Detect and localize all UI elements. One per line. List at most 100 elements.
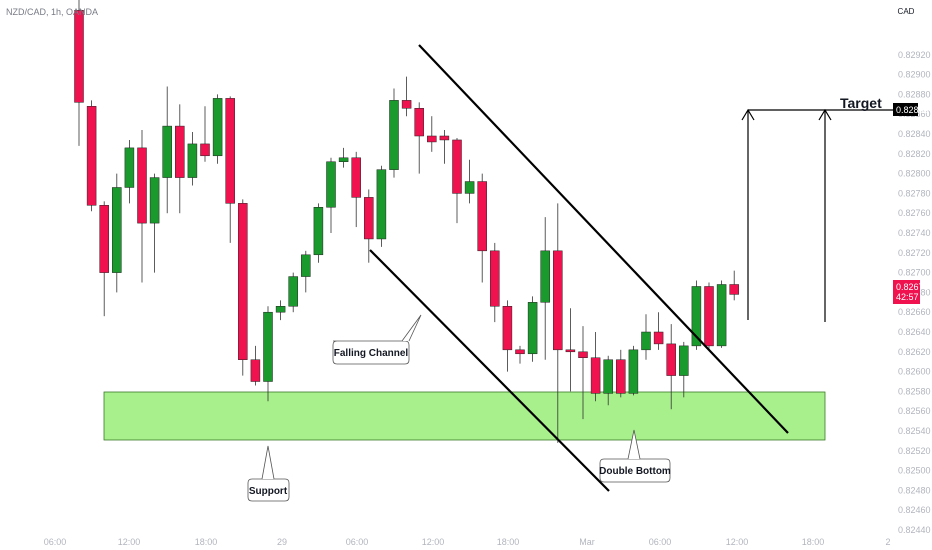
candle-down [666, 343, 676, 376]
candle-down [250, 359, 261, 382]
candle-up [679, 345, 689, 376]
time-axis[interactable]: 06:00 12:00 18:00 29 06:00 12:00 18:00 Mar 06:00… [44, 537, 891, 547]
candle-down [653, 331, 664, 345]
candle-up [187, 143, 198, 178]
currency-label: CAD [898, 7, 915, 16]
countdown-text: 42:57 [896, 292, 919, 302]
time-tick-label: 06:00 [649, 537, 672, 547]
price-tick-label: 0.82480 [898, 485, 931, 495]
price-tick-label: 0.82920 [898, 50, 931, 60]
candle-up [540, 250, 550, 303]
time-tick-label: 12:00 [118, 537, 141, 547]
price-tick-label: 0.82500 [898, 466, 931, 476]
price-tick-label: 0.82760 [898, 208, 931, 218]
candle-down [565, 349, 576, 353]
price-tick-label: 0.82580 [898, 386, 931, 396]
arrow-head-right-icon [818, 108, 832, 121]
candle-up [641, 331, 651, 351]
candles [74, 0, 739, 443]
candle-up [313, 207, 324, 256]
candle-down [729, 284, 739, 295]
candle-down [452, 139, 462, 194]
price-axis[interactable]: 0.829200.829000.828800.828600.828400.828… [898, 50, 931, 535]
candle-down [590, 357, 601, 394]
candle-down [175, 125, 185, 178]
price-tick-label: 0.82880 [898, 89, 931, 99]
price-tick-label: 0.82440 [898, 525, 931, 535]
candle-up [527, 302, 538, 355]
time-tick-label: 18:00 [802, 537, 825, 547]
candle-up [275, 306, 286, 313]
price-tick-label: 0.82660 [898, 307, 931, 317]
candle-down [401, 100, 412, 109]
candle-down [616, 359, 626, 394]
price-tick-label: 0.82780 [898, 188, 931, 198]
symbol-title: NZD/CAD, 1h, OANDA [6, 7, 98, 17]
price-tick-label: 0.82900 [898, 70, 931, 80]
price-tick-label: 0.82540 [898, 426, 931, 436]
price-tick-label: 0.82640 [898, 327, 931, 337]
time-tick-label: 18:00 [497, 537, 520, 547]
price-tick-label: 0.82620 [898, 347, 931, 357]
candle-up [338, 157, 349, 162]
price-tick-label: 0.82720 [898, 248, 931, 258]
candle-down [200, 143, 210, 157]
candle-up [389, 100, 399, 170]
candle-up [301, 254, 311, 277]
time-tick-label: 06:00 [346, 537, 369, 547]
candle-down [364, 197, 374, 240]
price-tick-label: 0.82820 [898, 149, 931, 159]
candle-down [477, 181, 487, 252]
time-tick-label: 18:00 [195, 537, 218, 547]
candle-down [137, 147, 147, 224]
candle-down [515, 349, 525, 355]
candle-up [212, 98, 223, 157]
price-tick-label: 0.82600 [898, 367, 931, 377]
candle-down [238, 203, 248, 360]
candle-down [99, 205, 109, 273]
time-tick-label: Mar [579, 537, 595, 547]
last-price-tag [893, 280, 920, 304]
candle-up [376, 169, 387, 240]
candle-up [716, 284, 727, 347]
candle-down [351, 157, 361, 198]
candle-up [691, 286, 702, 347]
candle-up [263, 311, 273, 382]
candle-down [578, 351, 588, 358]
candle-up [464, 181, 475, 194]
candle-down [553, 250, 563, 351]
candle-down [414, 108, 424, 137]
falling-channel-label: Falling Channel [334, 348, 409, 359]
double-bottom-label: Double Bottom [599, 466, 671, 477]
price-tick-label: 0.82520 [898, 446, 931, 456]
candle-down [439, 135, 450, 141]
candle-up [162, 125, 172, 178]
candle-down [502, 306, 513, 351]
candle-up [288, 276, 298, 307]
candle-up [124, 147, 135, 188]
time-tick-label: 29 [277, 537, 287, 547]
price-tick-label: 0.82840 [898, 129, 931, 139]
time-tick-label: 12:00 [422, 537, 445, 547]
candle-down [86, 106, 97, 206]
time-tick-label: 06:00 [44, 537, 67, 547]
price-tick-label: 0.82700 [898, 268, 931, 278]
price-tick-label: 0.82460 [898, 505, 931, 515]
candle-up [112, 187, 122, 273]
candle-up [603, 359, 613, 394]
channel-lower-line[interactable] [369, 249, 610, 492]
price-tick-label: 0.82800 [898, 169, 931, 179]
candle-down [225, 98, 235, 204]
time-tick-label: 2 [885, 537, 890, 547]
time-tick-label: 12:00 [726, 537, 749, 547]
candle-down [490, 250, 500, 307]
candle-down [74, 10, 84, 103]
support-label: Support [249, 486, 288, 497]
falling-channel-callout: Falling Channel [332, 314, 422, 365]
support-zone [103, 391, 826, 441]
channel-upper-line[interactable] [418, 44, 789, 434]
candle-up [326, 161, 336, 208]
candle-up [149, 177, 160, 224]
target-price-tag [893, 103, 918, 116]
